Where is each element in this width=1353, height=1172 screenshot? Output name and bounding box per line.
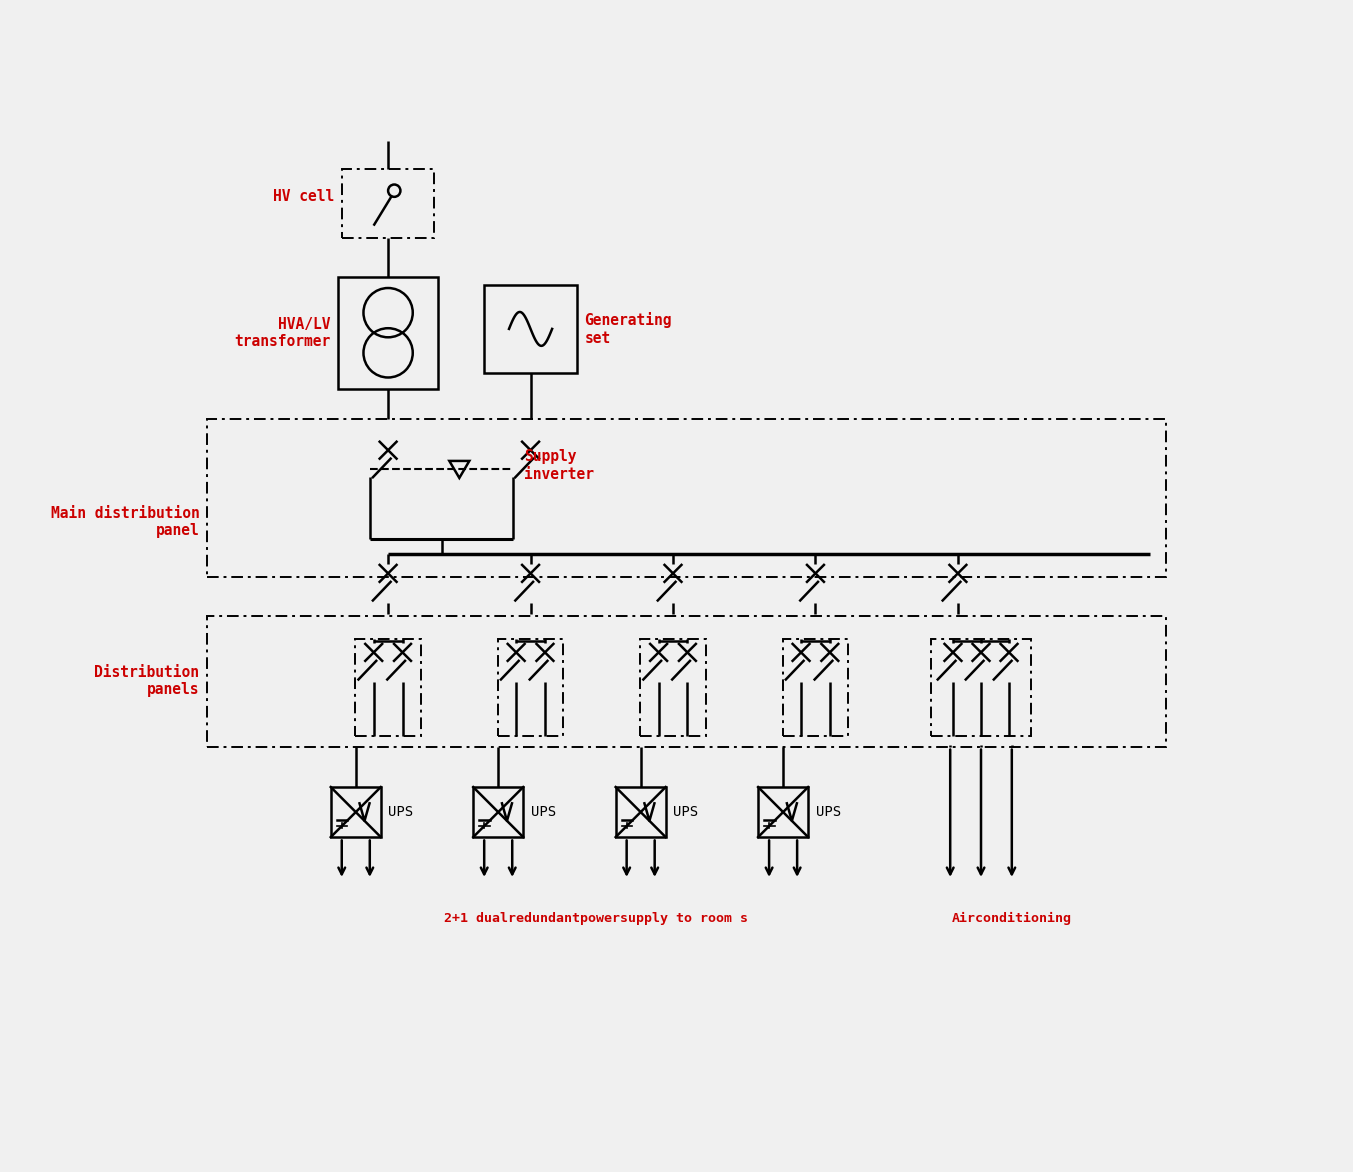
Text: 2+1 dualredundantpowersupply to room s: 2+1 dualredundantpowersupply to room s [444,912,748,925]
Bar [758,788,808,837]
Bar [498,639,563,736]
Text: Supply
inverter: Supply inverter [525,449,594,482]
Bar [330,788,380,837]
Text: UPS: UPS [530,805,556,819]
Text: HVA/LV
transformer: HVA/LV transformer [234,316,330,349]
Text: HV cell: HV cell [273,189,334,204]
Text: UPS: UPS [674,805,698,819]
Text: UPS: UPS [816,805,842,819]
Text: Airconditioning: Airconditioning [951,912,1072,925]
Bar [931,639,1031,736]
Bar [616,788,666,837]
Bar [783,639,848,736]
Bar [474,788,524,837]
Bar [207,420,1166,578]
Bar [484,285,576,373]
Bar [342,169,434,238]
Text: Generating
set: Generating set [584,312,672,346]
Text: Main distribution
panel: Main distribution panel [50,506,199,538]
Bar [640,639,706,736]
Bar [356,639,421,736]
Text: UPS: UPS [388,805,414,819]
Bar [338,277,438,389]
Bar [207,615,1166,747]
Text: Distribution
panels: Distribution panels [95,665,199,697]
